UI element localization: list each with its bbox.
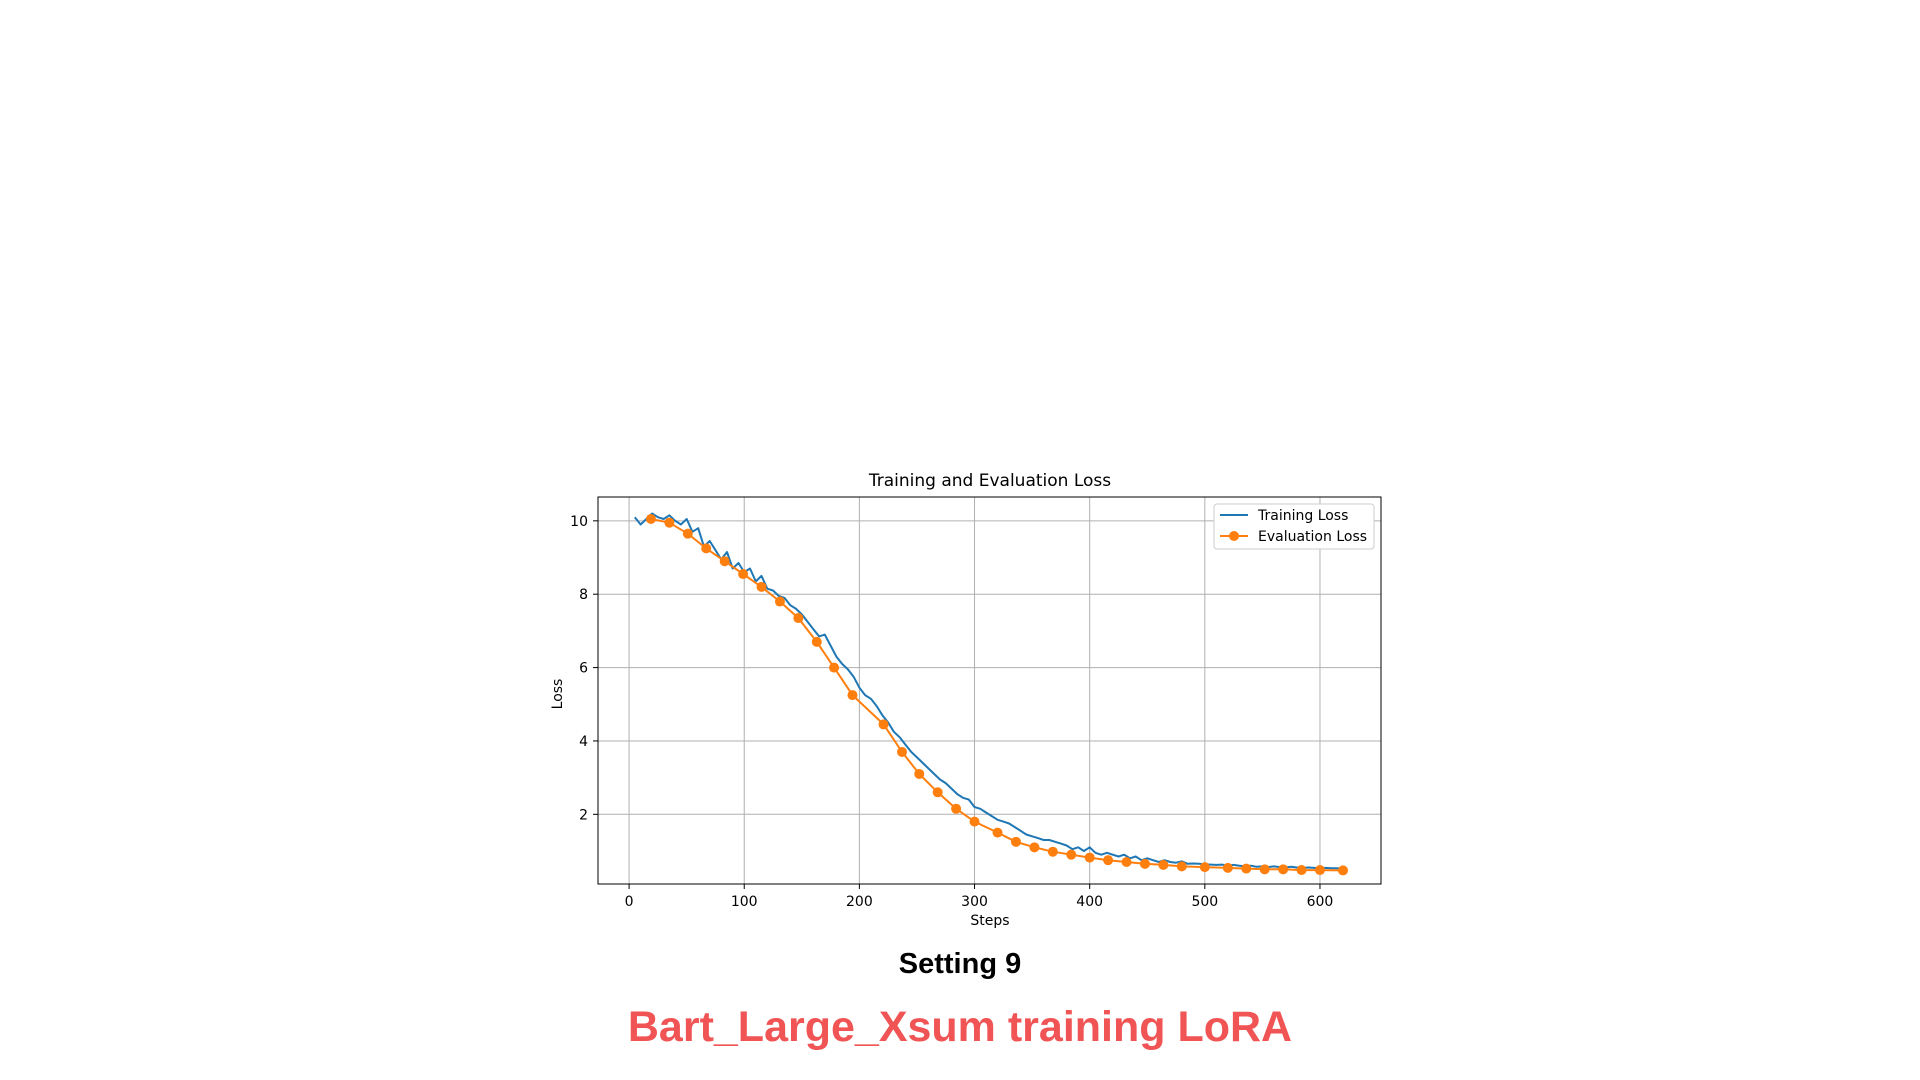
evaluation-loss-point (914, 768, 925, 779)
evaluation-loss-point (1338, 865, 1349, 876)
tick-layer: 0 100 200 300 400 500 600 2 4 6 8 10 (570, 514, 1333, 910)
evaluation-loss-point (992, 827, 1003, 838)
evaluation-loss-point (896, 746, 907, 757)
training-loss-line (634, 512, 1344, 870)
evaluation-loss-point (1029, 842, 1040, 853)
legend-box (1213, 503, 1375, 550)
evaluation-loss-point (1084, 852, 1095, 863)
evaluation-loss-point (701, 543, 712, 554)
x-tick-label: 0 (625, 894, 634, 910)
evaluation-loss-point (969, 816, 980, 827)
grid (598, 497, 1381, 884)
y-tick-label: 2 (579, 807, 588, 823)
evaluation-loss-point (774, 596, 785, 607)
x-tick-label: 500 (1191, 894, 1218, 910)
evaluation-loss-point (664, 517, 675, 528)
legend-evaluation-marker (1229, 531, 1239, 541)
x-axis-label: Steps (970, 913, 1009, 929)
evaluation-loss-point (1278, 864, 1289, 875)
evaluation-loss-point (951, 803, 962, 814)
x-tick-label: 400 (1076, 894, 1103, 910)
evaluation-loss-point (932, 787, 943, 798)
y-tick-label: 8 (579, 587, 588, 603)
evaluation-loss-point (1259, 864, 1270, 875)
setting-caption: Setting 9 (898, 948, 1022, 980)
evaluation-loss-point (847, 690, 858, 701)
x-tick-label: 300 (961, 894, 988, 910)
evaluation-loss-point (682, 528, 693, 539)
x-tick-label: 600 (1307, 894, 1334, 910)
series-layer (634, 512, 1349, 876)
y-tick-label: 6 (579, 661, 588, 677)
x-tick-label: 100 (731, 894, 758, 910)
evaluation-loss-point (829, 662, 840, 673)
legend-evaluation-label: Evaluation Loss (1258, 529, 1367, 545)
plot-frame (597, 496, 1382, 885)
chart-title: Training and Evaluation Loss (868, 471, 1111, 491)
evaluation-loss-point (1010, 836, 1021, 847)
evaluation-loss-point (738, 569, 749, 580)
evaluation-loss-point (1199, 862, 1210, 873)
evaluation-loss-point (1314, 865, 1325, 876)
x-tick-label: 200 (846, 894, 873, 910)
evaluation-loss-point (645, 514, 656, 525)
evaluation-loss-point (1047, 846, 1058, 857)
evaluation-loss-point (719, 556, 730, 567)
y-tick-label: 4 (579, 734, 588, 750)
evaluation-loss-point (756, 581, 767, 592)
y-axis-label: Loss (550, 679, 566, 710)
slide-title: Bart_Large_Xsum training LoRA (627, 1003, 1293, 1051)
y-tick-label: 10 (570, 514, 588, 530)
evaluation-loss-point (1241, 863, 1252, 874)
evaluation-loss-point (878, 719, 889, 730)
evaluation-loss-point (1139, 858, 1150, 869)
evaluation-loss-point (1176, 861, 1187, 872)
legend: Training Loss Evaluation Loss (1213, 503, 1375, 550)
evaluation-loss-point (1222, 862, 1233, 873)
evaluation-loss-point (1296, 865, 1307, 876)
evaluation-loss-line (650, 518, 1344, 872)
legend-training-label: Training Loss (1257, 508, 1348, 524)
evaluation-loss-point (811, 636, 822, 647)
evaluation-loss-point (1158, 859, 1169, 870)
evaluation-loss-point (1066, 849, 1077, 860)
evaluation-loss-point (1121, 856, 1132, 867)
evaluation-loss-point (793, 613, 804, 624)
evaluation-loss-point (1103, 855, 1114, 866)
